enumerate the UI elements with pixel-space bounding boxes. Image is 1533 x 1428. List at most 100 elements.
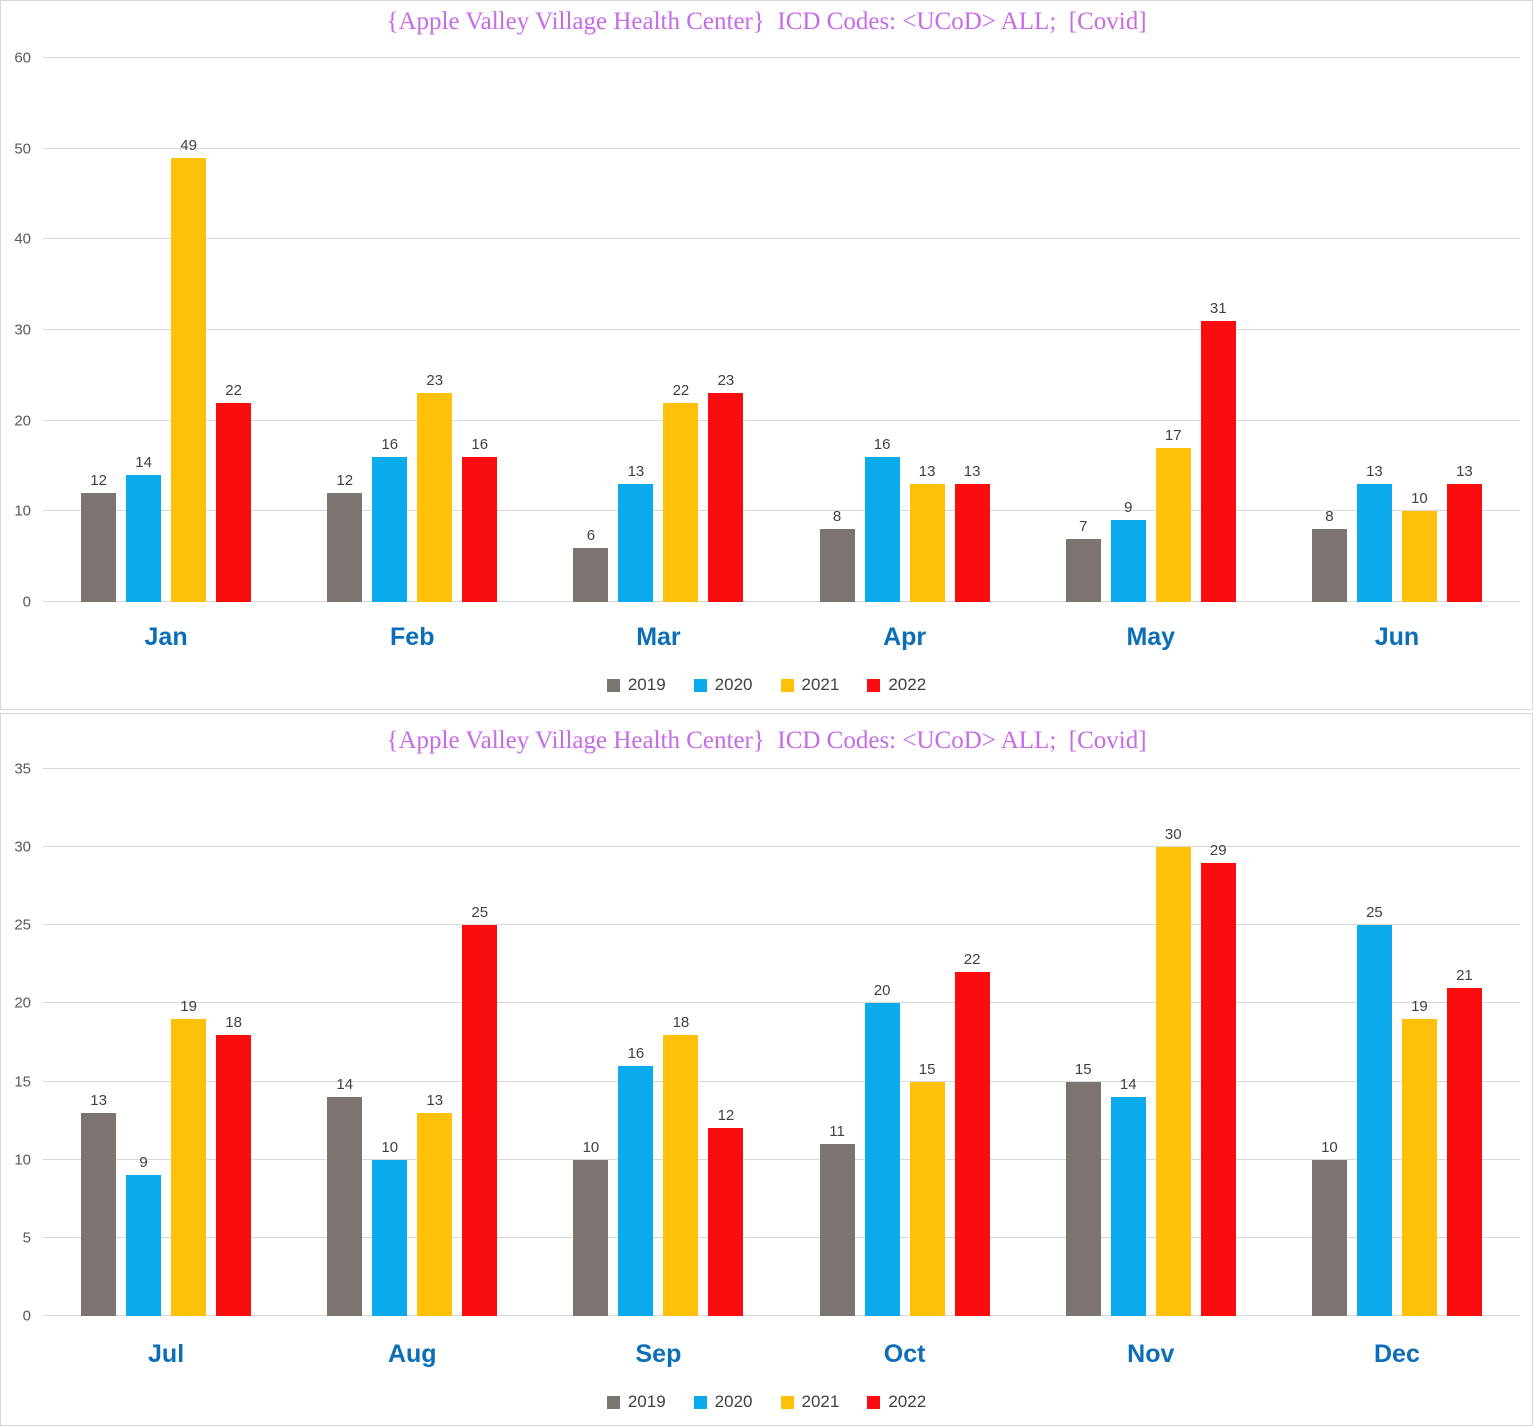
bar-groups: 12 14 49 22 12 16 23 16 6 13 22 23 8 16 13 13 7 9 17 31 8 13 1…: [43, 58, 1520, 602]
bar-value-label: 16: [471, 435, 489, 453]
y-axis-tick-label: 50: [14, 140, 31, 158]
bar-2021-mar: 22: [663, 382, 699, 602]
bar-value-label: 10: [582, 1138, 600, 1156]
bar-group-apr: 8 16 13 13: [782, 58, 1028, 602]
gridline: [43, 768, 1520, 769]
bar-2022-jun: 13: [1446, 463, 1482, 602]
x-axis-labels: Jul Aug Sep Oct Nov Dec: [43, 1340, 1520, 1369]
x-axis-labels: Jan Feb Mar Apr May Jun: [43, 623, 1520, 652]
legend-swatch-icon: [867, 1395, 881, 1409]
legend-item-2021: 2021: [780, 1392, 839, 1412]
bar-value-label: 13: [963, 463, 981, 481]
bar-2019-jun: 8: [1311, 508, 1347, 602]
bar-2021-aug: 13: [417, 1092, 453, 1316]
y-axis-tick-label: 20: [14, 412, 31, 430]
legend-swatch-icon: [693, 678, 707, 692]
bar-value-label: 25: [471, 904, 489, 922]
gridline: [43, 846, 1520, 848]
bar-2022-aug: 25: [462, 904, 498, 1316]
bar-value-label: 17: [1164, 426, 1182, 444]
bar-value-label: 16: [627, 1044, 645, 1062]
bar-value-label: 13: [1366, 463, 1383, 481]
bar-group-may: 7 9 17 31: [1028, 58, 1274, 602]
y-axis-tick-label: 15: [14, 1073, 31, 1091]
bar-value-label: 15: [918, 1060, 936, 1078]
legend-label: 2019: [627, 1392, 666, 1411]
bar-group-feb: 12 16 23 16: [289, 58, 535, 602]
legend-label: 2019: [627, 675, 666, 694]
bar-2019-oct: 11: [819, 1123, 855, 1316]
x-axis-label-apr: Apr: [883, 623, 927, 651]
x-axis-label-aug: Aug: [387, 1340, 437, 1368]
y-axis: 0 10 20 30 40 50 60: [1, 50, 35, 611]
bar-value-label: 25: [1366, 904, 1383, 922]
bar-value-label: 21: [1456, 966, 1473, 984]
bar-value-label: 12: [90, 472, 107, 490]
covid-chart-panel-jan-jun: {Apple Valley Village Health Center} ICD…: [0, 0, 1533, 710]
x-axis-label-jul: Jul: [148, 1340, 185, 1368]
y-axis-tick-label: 40: [14, 230, 31, 248]
gridline: [43, 238, 1520, 240]
y-axis-tick-label: 5: [22, 1229, 31, 1247]
bar-value-label: 31: [1209, 299, 1227, 317]
legend-item-2020: 2020: [693, 1392, 753, 1412]
y-axis-tick-label: 10: [14, 1151, 31, 1169]
gridline: [43, 147, 1520, 149]
bar-2019-sep: 10: [573, 1139, 609, 1316]
bar-2020-oct: 20: [864, 982, 900, 1316]
gridline: [43, 419, 1520, 421]
bar-value-label: 8: [1325, 508, 1334, 526]
x-axis-label-jun: Jun: [1374, 623, 1420, 651]
bar-value-label: 30: [1164, 826, 1182, 844]
bar-2022-jul: 18: [216, 1014, 252, 1316]
legend-swatch-icon: [606, 1395, 620, 1409]
bar-value-label: 19: [180, 998, 197, 1016]
legend-item-2022: 2022: [867, 675, 926, 695]
bar-2019-jul: 13: [81, 1092, 117, 1316]
y-axis: 0 5 10 15 20 25 30 35: [1, 761, 35, 1325]
bar-2019-nov: 15: [1065, 1061, 1101, 1316]
bar-2020-dec: 25: [1356, 904, 1392, 1316]
bar-group-jul: 13 9 19 18: [43, 769, 289, 1316]
bar-2019-jan: 12: [81, 472, 117, 602]
bar-group-jun: 8 13 10 13: [1274, 58, 1520, 602]
bar-2022-nov: 29: [1200, 842, 1236, 1316]
y-axis-tick-label: 10: [14, 502, 31, 520]
legend-swatch-icon: [606, 678, 620, 692]
bar-value-label: 14: [1119, 1076, 1137, 1094]
gridline: [43, 924, 1520, 926]
legend-label: 2020: [714, 1392, 753, 1411]
y-axis-tick-label: 30: [14, 321, 31, 339]
bar-2020-mar: 13: [618, 463, 654, 602]
bar-value-label: 19: [1411, 998, 1428, 1016]
bar-value-label: 13: [1456, 463, 1473, 481]
plot-area: 12 14 49 22 12 16 23 16 6 13 22 23 8 16 13 13 7 9 17 31 8 13 1…: [43, 57, 1520, 602]
y-axis-tick-label: 35: [14, 760, 31, 778]
gridline: [43, 1158, 1520, 1160]
bar-2021-dec: 19: [1401, 998, 1437, 1316]
gridline: [43, 510, 1520, 512]
bar-2021-jul: 19: [171, 998, 207, 1316]
legend-label: 2020: [714, 675, 753, 694]
bar-value-label: 18: [225, 1013, 242, 1031]
bar-2022-mar: 23: [708, 372, 744, 602]
gridline: [43, 1236, 1520, 1238]
legend: 2019 2020 2021 2022: [1, 675, 1532, 695]
y-axis-tick-label: 0: [22, 593, 31, 611]
bar-groups: 13 9 19 18 14 10 13 25 10 16 18 12 11 20 15 22 15 14 30 29 1…: [43, 769, 1520, 1316]
bar-2020-aug: 10: [372, 1139, 408, 1316]
bar-2021-may: 17: [1155, 427, 1191, 602]
bar-value-label: 9: [139, 1154, 148, 1172]
plot-area: 13 9 19 18 14 10 13 25 10 16 18 12 11 20 15 22 15 14 30 29 1…: [43, 768, 1520, 1316]
chart-title: {Apple Valley Village Health Center} ICD…: [386, 8, 1147, 35]
x-axis-label-dec: Dec: [1374, 1340, 1420, 1368]
covid-chart-panel-jul-dec: {Apple Valley Village Health Center} ICD…: [0, 713, 1533, 1426]
gridline: [43, 601, 1520, 602]
y-axis-tick-label: 20: [14, 994, 31, 1012]
legend-swatch-icon: [693, 1395, 707, 1409]
bar-2020-sep: 16: [618, 1045, 654, 1316]
bar-2021-nov: 30: [1155, 826, 1191, 1316]
bar-2021-jan: 49: [171, 137, 207, 602]
bar-value-label: 7: [1079, 517, 1088, 535]
bar-group-aug: 14 10 13 25: [289, 769, 535, 1316]
